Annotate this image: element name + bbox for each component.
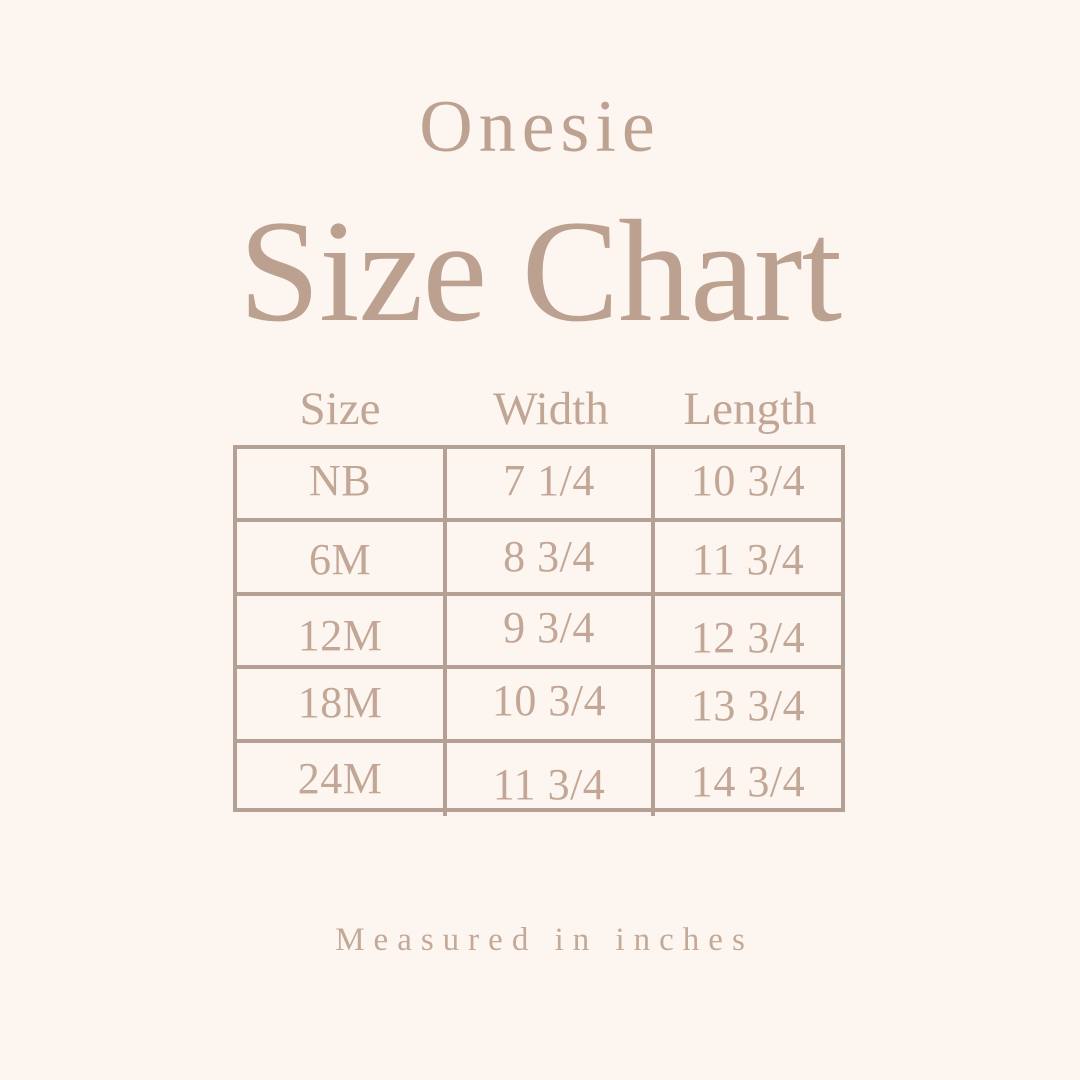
cell-size: 18M	[237, 669, 447, 739]
cell-width-text: 9 3/4	[503, 602, 595, 652]
cell-width-text: 7 1/4	[503, 456, 595, 506]
cell-width-text: 8 3/4	[503, 531, 595, 581]
cell-length: 10 3/4	[655, 449, 841, 518]
cell-size-text: 18M	[297, 678, 383, 728]
cell-size-text: 6M	[308, 534, 372, 584]
eyebrow-title: Onesie	[419, 86, 661, 168]
cell-length: 13 3/4	[655, 669, 841, 738]
cell-size: NB	[237, 449, 447, 519]
page-title: Size Chart	[238, 190, 842, 352]
cell-width-text: 10 3/4	[491, 676, 607, 726]
column-header-length: Length	[683, 383, 817, 435]
column-header-size: Size	[299, 383, 381, 435]
cell-length: 12 3/4	[655, 596, 841, 665]
column-header-width: Width	[493, 383, 609, 435]
table-row: 24M 11 3/4 14 3/4	[237, 742, 841, 816]
cell-length-text: 13 3/4	[690, 681, 806, 731]
cell-size-text: 24M	[297, 753, 383, 803]
cell-width: 9 3/4	[447, 595, 655, 666]
table-row: NB 7 1/4 10 3/4	[237, 449, 841, 523]
cell-size: 6M	[237, 522, 447, 592]
cell-width: 7 1/4	[447, 449, 655, 519]
cell-size: 24M	[237, 742, 447, 816]
cell-length-text: 12 3/4	[690, 612, 806, 662]
cell-width: 8 3/4	[447, 522, 655, 592]
table-row: 6M 8 3/4 11 3/4	[237, 522, 841, 596]
cell-length: 11 3/4	[655, 522, 841, 591]
cell-length-text: 10 3/4	[690, 456, 806, 506]
size-chart-table: NB 7 1/4 10 3/4 6M 8 3/4 11 3/4 12M 9 3/…	[233, 445, 845, 816]
cell-width: 11 3/4	[447, 742, 655, 816]
cell-width-text: 11 3/4	[492, 759, 606, 809]
cell-size: 12M	[237, 595, 447, 666]
cell-length: 14 3/4	[655, 743, 841, 816]
cell-size-text: NB	[308, 456, 372, 506]
cell-length-text: 11 3/4	[691, 534, 805, 584]
footer-note: Measured in inches	[335, 922, 754, 958]
table-row: 12M 9 3/4 12 3/4	[237, 595, 841, 670]
cell-length-text: 14 3/4	[690, 756, 806, 806]
table-column-headers: Size Width Length	[233, 380, 845, 440]
cell-size-text: 12M	[297, 610, 383, 660]
table-row: 18M 10 3/4 13 3/4	[237, 669, 841, 743]
cell-width: 10 3/4	[447, 669, 655, 739]
